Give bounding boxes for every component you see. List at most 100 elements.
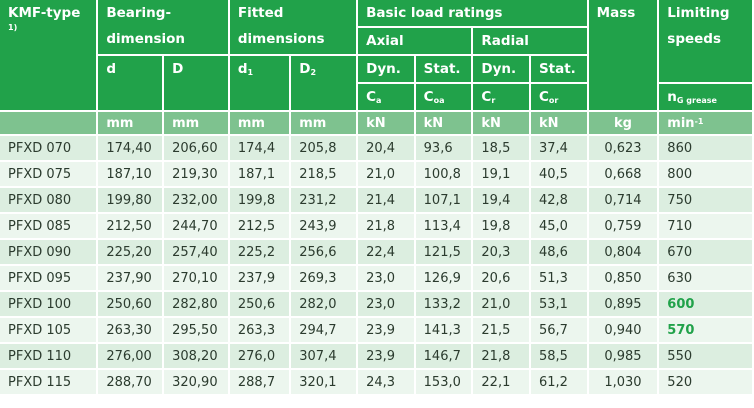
cell-cor: 45,0 (530, 214, 587, 240)
cell-ca: 21,4 (358, 188, 414, 214)
header-d1-label: d (237, 61, 248, 77)
cell-cr: 21,8 (473, 344, 529, 370)
cell-D2: 294,7 (291, 318, 357, 344)
header-cor: Cor (530, 84, 587, 112)
header-basic-load-ratings: Basic load ratings (358, 0, 587, 28)
header-ca-sub: a (376, 96, 382, 105)
table-row: PFXD 085 212,50 244,70 212,5 243,9 21,8 113,4 1… (0, 214, 752, 240)
header-stat-axial: Stat. (415, 56, 472, 84)
header-D: D (164, 56, 228, 112)
cell-mass: 0,804 (588, 240, 658, 266)
header-kmf-type: KMF-type 1) (0, 0, 97, 112)
header-cor-label: C (538, 89, 549, 105)
cell-cor: 42,8 (530, 188, 587, 214)
header-cr-label: C (481, 89, 492, 105)
cell-type: PFXD 100 (0, 292, 97, 318)
cell-D: 257,40 (164, 240, 228, 266)
header-D2: D2 (291, 56, 357, 112)
cell-d1: 250,6 (229, 292, 290, 318)
header-dyn-axial: Dyn. (358, 56, 414, 84)
cell-ca: 23,9 (358, 318, 414, 344)
header-mass: Mass (588, 0, 658, 112)
cell-cor: 53,1 (530, 292, 587, 318)
cell-cor: 61,2 (530, 370, 587, 396)
cell-D2: 231,2 (291, 188, 357, 214)
cell-D: 270,10 (164, 266, 228, 292)
cell-type: PFXD 075 (0, 162, 97, 188)
cell-coa: 121,5 (415, 240, 472, 266)
header-ng-sub: G grease (676, 96, 717, 105)
bearing-spec-table: KMF-type 1) Bearing-dimension Fitted dim… (0, 0, 752, 396)
cell-d: 225,20 (98, 240, 163, 266)
cell-d1: 212,5 (229, 214, 290, 240)
cell-d: 263,30 (98, 318, 163, 344)
cell-cr: 20,6 (473, 266, 529, 292)
cell-mass: 0,714 (588, 188, 658, 214)
header-fitted-dimensions: Fitted dimensions (229, 0, 357, 56)
header-kmf-type-label: KMF-type (8, 5, 81, 21)
cell-ca: 24,3 (358, 370, 414, 396)
table-body: PFXD 070 174,40 206,60 174,4 205,8 20,4 93,6 18… (0, 136, 752, 396)
header-D2-label: D (299, 61, 311, 77)
header-cr-sub: r (491, 96, 496, 105)
cell-coa: 141,3 (415, 318, 472, 344)
cell-speed: 750 (659, 188, 752, 214)
cell-D2: 205,8 (291, 136, 357, 162)
unit-mass: kg (588, 112, 658, 136)
cell-coa: 93,6 (415, 136, 472, 162)
header-radial: Radial (473, 28, 587, 56)
cell-D2: 256,6 (291, 240, 357, 266)
header-ng-grease: nG grease (659, 84, 752, 112)
cell-cor: 58,5 (530, 344, 587, 370)
header-ca: Ca (358, 84, 414, 112)
cell-D: 282,80 (164, 292, 228, 318)
footnote-marker: 1) (8, 23, 18, 32)
cell-cor: 51,3 (530, 266, 587, 292)
cell-mass: 0,850 (588, 266, 658, 292)
header-D2-sub: 2 (310, 68, 317, 77)
cell-type: PFXD 080 (0, 188, 97, 214)
unit-speed-label: min (667, 115, 695, 131)
cell-D2: 282,0 (291, 292, 357, 318)
table-row: PFXD 070 174,40 206,60 174,4 205,8 20,4 93,6 18… (0, 136, 752, 162)
cell-D2: 320,1 (291, 370, 357, 396)
cell-mass: 0,623 (588, 136, 658, 162)
units-row: mm mm mm mm kN kN kN kN kg min-1 (0, 112, 752, 136)
cell-mass: 1,030 (588, 370, 658, 396)
table-row: PFXD 080 199,80 232,00 199,8 231,2 21,4 107,1 1… (0, 188, 752, 214)
cell-d: 276,00 (98, 344, 163, 370)
cell-coa: 126,9 (415, 266, 472, 292)
unit-d: mm (98, 112, 163, 136)
table-row: PFXD 075 187,10 219,30 187,1 218,5 21,0 100,8 1… (0, 162, 752, 188)
cell-d: 237,90 (98, 266, 163, 292)
cell-D2: 269,3 (291, 266, 357, 292)
header-coa: Coa (415, 84, 472, 112)
cell-mass: 0,940 (588, 318, 658, 344)
cell-speed: 800 (659, 162, 752, 188)
table-row: PFXD 105 263,30 295,50 263,3 294,7 23,9 141,3 2… (0, 318, 752, 344)
cell-cor: 40,5 (530, 162, 587, 188)
cell-ca: 23,9 (358, 344, 414, 370)
cell-coa: 146,7 (415, 344, 472, 370)
unit-empty (0, 112, 97, 136)
cell-mass: 0,668 (588, 162, 658, 188)
header-dyn-radial: Dyn. (473, 56, 529, 84)
cell-D: 232,00 (164, 188, 228, 214)
cell-d: 187,10 (98, 162, 163, 188)
cell-ca: 23,0 (358, 292, 414, 318)
cell-type: PFXD 085 (0, 214, 97, 240)
header-coa-label: C (423, 89, 434, 105)
cell-d1: 263,3 (229, 318, 290, 344)
cell-coa: 100,8 (415, 162, 472, 188)
cell-ca: 21,0 (358, 162, 414, 188)
cell-d: 199,80 (98, 188, 163, 214)
header-cor-sub: or (548, 96, 559, 105)
cell-D2: 218,5 (291, 162, 357, 188)
unit-d1: mm (229, 112, 290, 136)
cell-ca: 23,0 (358, 266, 414, 292)
unit-speed: min-1 (659, 112, 752, 136)
cell-mass: 0,759 (588, 214, 658, 240)
cell-type: PFXD 115 (0, 370, 97, 396)
cell-cr: 22,1 (473, 370, 529, 396)
cell-D: 244,70 (164, 214, 228, 240)
